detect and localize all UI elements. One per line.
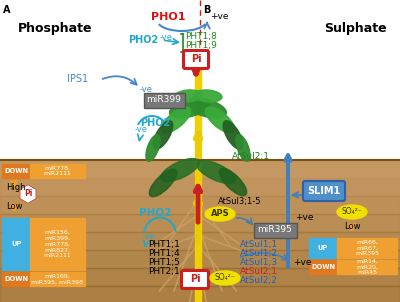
- Text: +ve: +ve: [295, 213, 314, 222]
- Ellipse shape: [170, 98, 210, 118]
- Text: Phosphate: Phosphate: [18, 22, 92, 35]
- Text: miR14,
miR20,
miR45: miR14, miR20, miR45: [356, 259, 378, 275]
- Ellipse shape: [210, 271, 240, 285]
- FancyBboxPatch shape: [144, 92, 184, 108]
- Bar: [195, 160, 201, 302]
- Text: SO₄²⁻: SO₄²⁻: [215, 274, 235, 282]
- Text: Low: Low: [6, 202, 22, 211]
- Ellipse shape: [174, 90, 202, 102]
- Text: AtSul2;1: AtSul2;1: [232, 152, 270, 161]
- Text: APS: APS: [211, 210, 229, 219]
- Bar: [0, 214, 400, 232]
- Text: UP: UP: [318, 245, 328, 251]
- Ellipse shape: [205, 207, 235, 221]
- Text: SLIM1: SLIM1: [307, 186, 341, 196]
- Bar: [309, 238, 337, 258]
- Text: +ve: +ve: [210, 12, 228, 21]
- Bar: [0, 160, 400, 178]
- Text: Sulphate: Sulphate: [324, 22, 386, 35]
- Text: PHT1;5: PHT1;5: [148, 258, 180, 267]
- FancyBboxPatch shape: [303, 181, 345, 201]
- Text: PHT2;1: PHT2;1: [148, 267, 180, 276]
- Text: miR156,
miR399,
miR778,
miR827,
miR2111: miR156, miR399, miR778, miR827, miR2111: [43, 230, 71, 258]
- Text: Pi: Pi: [24, 189, 32, 198]
- Ellipse shape: [194, 90, 222, 102]
- Text: miR778,
miR2111: miR778, miR2111: [43, 165, 71, 176]
- Bar: [0, 160, 400, 302]
- Text: Low: Low: [344, 222, 360, 231]
- Text: PHO2: PHO2: [139, 208, 171, 218]
- Text: UP: UP: [11, 241, 21, 247]
- FancyBboxPatch shape: [182, 271, 208, 288]
- FancyBboxPatch shape: [254, 223, 296, 237]
- Ellipse shape: [146, 135, 160, 161]
- Bar: [0, 178, 400, 196]
- Bar: [30, 218, 85, 270]
- Text: AtSul2;1: AtSul2;1: [240, 267, 278, 276]
- Bar: [30, 164, 85, 178]
- Text: High: High: [6, 183, 26, 192]
- FancyBboxPatch shape: [184, 50, 208, 69]
- Text: PHT1;1: PHT1;1: [148, 240, 180, 249]
- Text: B: B: [203, 5, 210, 15]
- Text: PHO1: PHO1: [151, 12, 185, 22]
- Text: PHT1;4: PHT1;4: [148, 249, 180, 258]
- Text: SO₄²⁻: SO₄²⁻: [342, 207, 362, 217]
- Ellipse shape: [149, 169, 177, 197]
- Bar: [337, 260, 397, 274]
- Text: -ve: -ve: [160, 33, 173, 42]
- Text: PHT1;8: PHT1;8: [185, 32, 217, 41]
- Text: Pi: Pi: [191, 54, 201, 65]
- Text: A: A: [3, 5, 10, 15]
- Ellipse shape: [153, 121, 173, 149]
- Text: DOWN: DOWN: [311, 264, 335, 270]
- Text: DOWN: DOWN: [4, 168, 28, 174]
- Text: Pi: Pi: [190, 275, 200, 284]
- Text: DOWN: DOWN: [4, 276, 28, 282]
- Text: miR395: miR395: [258, 226, 292, 234]
- Bar: [195, 160, 201, 302]
- Text: miR169,
miR395, miR398: miR169, miR395, miR398: [31, 274, 83, 284]
- Bar: [195, 55, 201, 160]
- Bar: [0, 196, 400, 214]
- Bar: [0, 250, 400, 268]
- Text: -ve: -ve: [140, 85, 153, 94]
- Text: AtSul3;1-5: AtSul3;1-5: [218, 197, 262, 206]
- Ellipse shape: [219, 168, 247, 196]
- Text: miR399: miR399: [146, 95, 182, 104]
- Bar: [2, 164, 30, 178]
- Bar: [337, 238, 397, 258]
- Bar: [0, 286, 400, 302]
- Ellipse shape: [236, 135, 250, 161]
- Ellipse shape: [197, 161, 235, 183]
- Text: PHT1;9: PHT1;9: [185, 41, 217, 50]
- Text: PHO2: PHO2: [128, 35, 158, 45]
- Ellipse shape: [337, 205, 367, 219]
- Text: -ve: -ve: [143, 232, 156, 241]
- Text: AtSul2;2: AtSul2;2: [240, 276, 278, 285]
- Bar: [309, 260, 337, 274]
- Ellipse shape: [161, 107, 191, 133]
- Bar: [2, 272, 30, 286]
- Text: IPS1: IPS1: [68, 74, 88, 84]
- Bar: [0, 268, 400, 286]
- Ellipse shape: [161, 159, 199, 182]
- Ellipse shape: [186, 98, 226, 118]
- Text: AtSul1;3: AtSul1;3: [240, 258, 278, 267]
- Text: AtSul1;1: AtSul1;1: [240, 240, 278, 249]
- Text: +ve: +ve: [293, 258, 312, 267]
- Bar: [30, 272, 85, 286]
- Text: -ve: -ve: [135, 125, 148, 134]
- Text: AtSul1;2: AtSul1;2: [240, 249, 278, 258]
- Text: PHO2: PHO2: [140, 118, 170, 128]
- Bar: [2, 218, 30, 270]
- Ellipse shape: [223, 121, 243, 149]
- Bar: [0, 232, 400, 250]
- Ellipse shape: [205, 107, 235, 133]
- Text: miR66,
miR67,
miR395: miR66, miR67, miR395: [355, 240, 379, 256]
